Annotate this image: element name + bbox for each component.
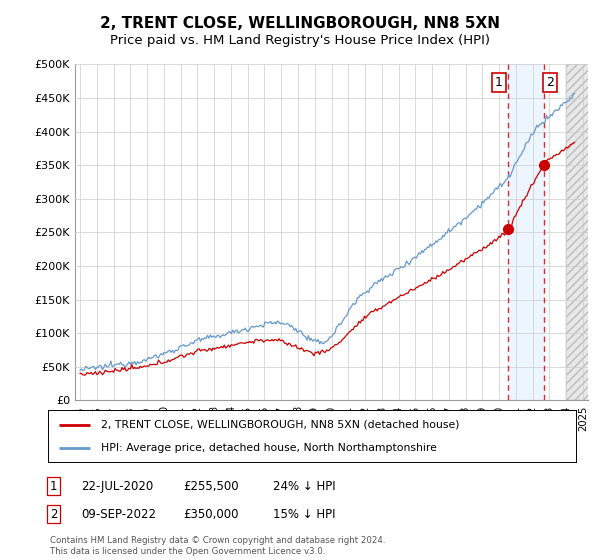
Text: HPI: Average price, detached house, North Northamptonshire: HPI: Average price, detached house, Nort… — [101, 442, 437, 452]
Text: £350,000: £350,000 — [183, 507, 239, 521]
Text: 15% ↓ HPI: 15% ↓ HPI — [273, 507, 335, 521]
Text: 2, TRENT CLOSE, WELLINGBOROUGH, NN8 5XN (detached house): 2, TRENT CLOSE, WELLINGBOROUGH, NN8 5XN … — [101, 420, 460, 430]
Bar — [566, 64, 600, 400]
Bar — [566, 64, 600, 400]
Text: 1: 1 — [495, 76, 503, 89]
Text: 22-JUL-2020: 22-JUL-2020 — [81, 479, 153, 493]
Text: 2: 2 — [50, 507, 58, 521]
Text: 09-SEP-2022: 09-SEP-2022 — [81, 507, 156, 521]
Bar — [508, 64, 544, 400]
Text: 24% ↓ HPI: 24% ↓ HPI — [273, 479, 335, 493]
Text: 1: 1 — [50, 479, 58, 493]
Text: Contains HM Land Registry data © Crown copyright and database right 2024.
This d: Contains HM Land Registry data © Crown c… — [50, 536, 385, 556]
Text: 2, TRENT CLOSE, WELLINGBOROUGH, NN8 5XN: 2, TRENT CLOSE, WELLINGBOROUGH, NN8 5XN — [100, 16, 500, 31]
Text: £255,500: £255,500 — [183, 479, 239, 493]
Text: 2: 2 — [546, 76, 554, 89]
Text: Price paid vs. HM Land Registry's House Price Index (HPI): Price paid vs. HM Land Registry's House … — [110, 34, 490, 46]
